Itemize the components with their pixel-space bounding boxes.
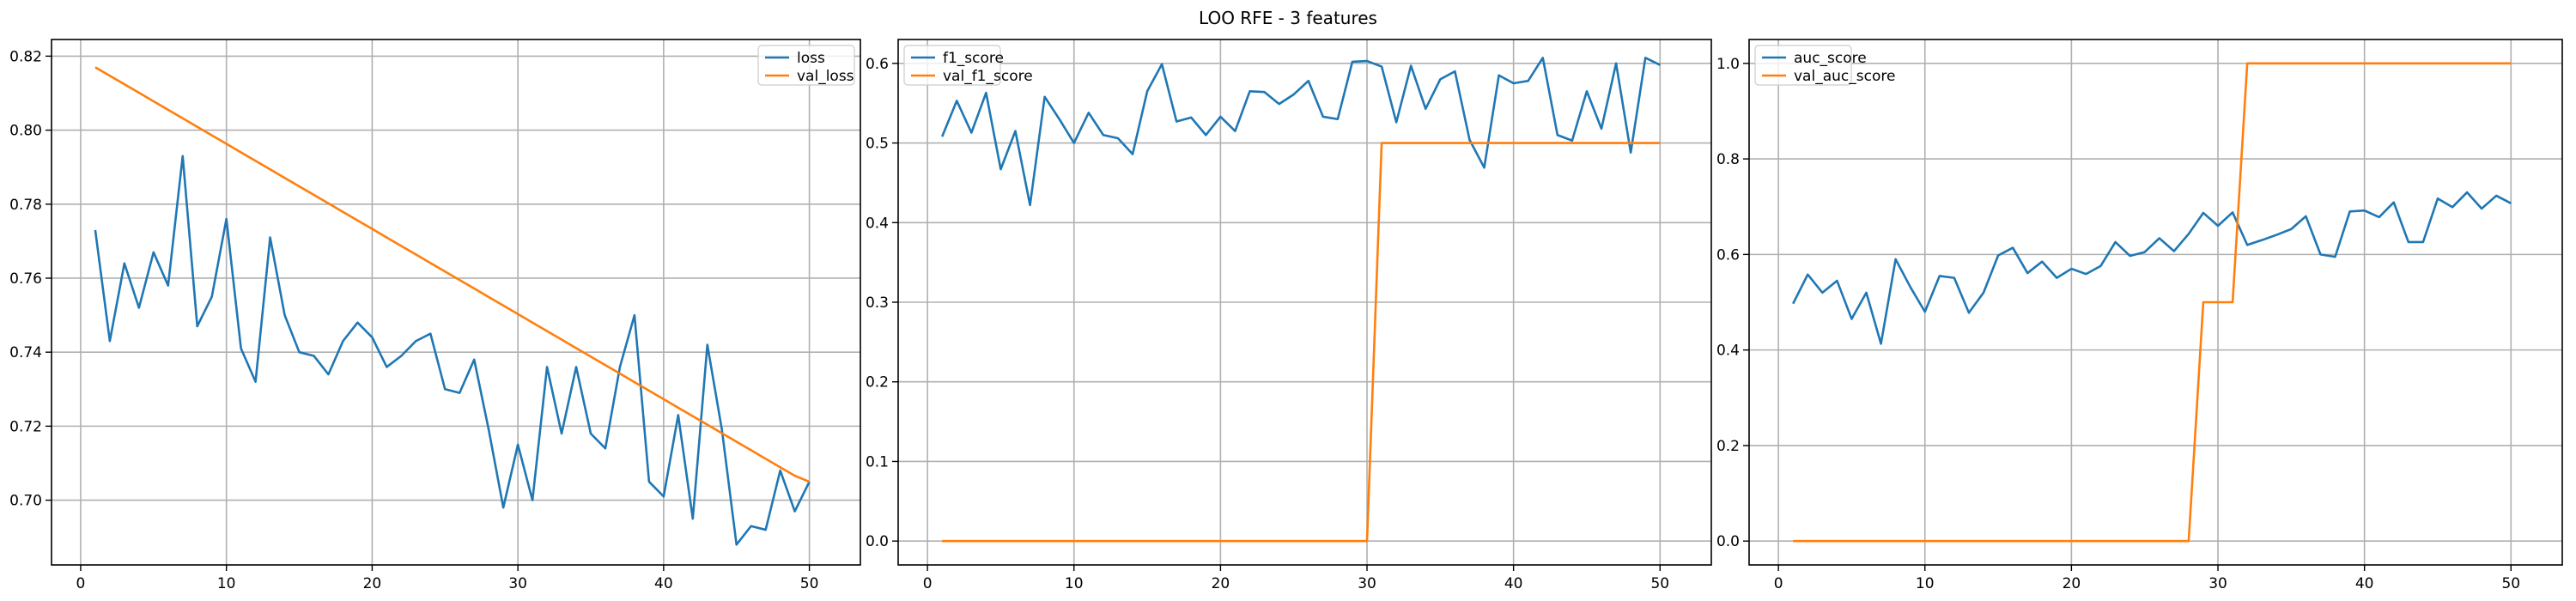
x-tick-label: 10 (1065, 575, 1084, 592)
x-tick-label: 30 (1358, 575, 1376, 592)
x-tick-label: 50 (2501, 575, 2520, 592)
axes-frame (51, 39, 861, 566)
y-tick-label: 0.6 (1716, 246, 1740, 264)
y-tick-label: 0.6 (866, 56, 889, 73)
y-tick-label: 1.0 (1716, 56, 1740, 73)
axes-frame (1748, 39, 2563, 566)
x-tick-label: 40 (654, 575, 673, 592)
x-tick-label: 30 (2208, 575, 2227, 592)
y-tick-label: 0.82 (9, 48, 42, 65)
x-tick-label: 20 (1212, 575, 1230, 592)
series-line-val_f1_score (942, 142, 1661, 543)
figure-title: LOO RFE - 3 features (1199, 8, 1377, 28)
x-tick-label: 20 (2063, 575, 2081, 592)
x-tick-label: 30 (508, 575, 527, 592)
x-tick-label: 40 (1504, 575, 1523, 592)
y-tick-label: 0.2 (1716, 438, 1740, 455)
y-tick-label: 0.5 (866, 136, 889, 153)
chart-3: 0 10 20 30 40 50 0.0 0.2 0.4 0.6 0.8 1.0 auc_scoreva… (1716, 39, 2563, 592)
series-line-val_loss (94, 66, 811, 483)
legend-label: auc_score (1794, 50, 1867, 67)
y-tick-label: 0.72 (9, 418, 42, 435)
y-tick-label: 0.76 (9, 270, 42, 288)
y-tick-label: 0.74 (9, 344, 42, 361)
x-tick-label: 50 (800, 575, 819, 592)
series-line-f1_score (940, 57, 1661, 207)
chart-1: 0 10 20 30 40 50 0.70 0.72 0.74 0.76 0.78 0.80 0.82 l… (9, 39, 861, 592)
y-tick-label: 0.0 (866, 533, 889, 550)
y-tick-label: 0.3 (866, 294, 889, 312)
x-tick-label: 0 (1774, 575, 1783, 592)
series-line-auc_score (1792, 191, 2512, 345)
series-line-val_auc_score (1793, 62, 2512, 543)
x-tick-label: 0 (923, 575, 933, 592)
x-tick-label: 20 (363, 575, 382, 592)
y-tick-label: 0.78 (9, 197, 42, 214)
y-tick-label: 0.80 (9, 123, 42, 140)
x-tick-label: 0 (76, 575, 86, 592)
x-tick-label: 40 (2355, 575, 2374, 592)
legend-label: f1_score (943, 50, 1004, 67)
y-tick-label: 0.1 (866, 453, 889, 470)
chart-2: 0 10 20 30 40 50 0.0 0.1 0.2 0.3 0.4 0.5 0.6 f1_score… (866, 39, 1712, 592)
legend-label: val_auc_score (1794, 68, 1895, 85)
legend-label: loss (797, 50, 825, 67)
y-tick-label: 0.70 (9, 493, 42, 510)
plot-area (1749, 39, 2562, 565)
y-tick-label: 0.8 (1716, 151, 1740, 168)
legend-label: val_f1_score (943, 68, 1033, 85)
y-tick-label: 0.4 (866, 215, 889, 232)
y-tick-label: 0.0 (1716, 533, 1740, 550)
y-tick-label: 0.2 (866, 374, 889, 392)
plot-area (52, 39, 860, 565)
x-tick-label: 50 (1650, 575, 1669, 592)
legend-label: val_loss (797, 68, 854, 85)
y-tick-label: 0.4 (1716, 343, 1740, 360)
x-tick-label: 10 (217, 575, 236, 592)
x-tick-label: 10 (1916, 575, 1935, 592)
series-line-loss (94, 155, 811, 546)
